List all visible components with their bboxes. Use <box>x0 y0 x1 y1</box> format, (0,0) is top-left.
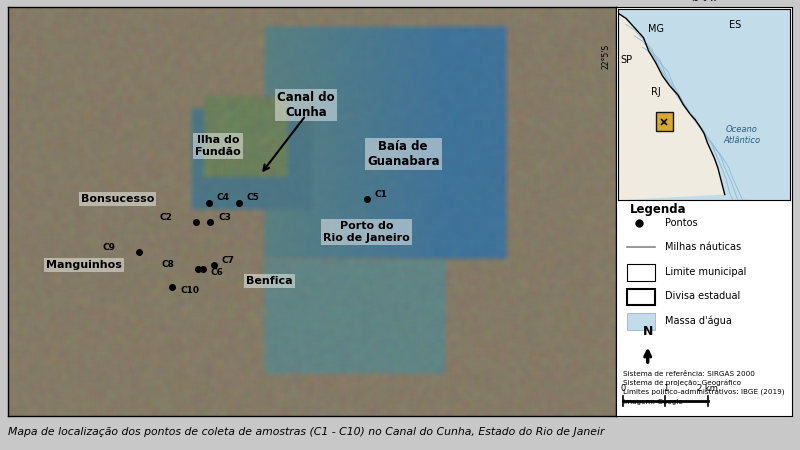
Text: Benfica: Benfica <box>246 276 293 286</box>
Text: N: N <box>642 325 653 338</box>
Text: C7: C7 <box>222 256 234 265</box>
Text: Divisa estadual: Divisa estadual <box>666 291 741 301</box>
Text: 43°15'W: 43°15'W <box>171 0 216 2</box>
Polygon shape <box>618 13 725 200</box>
Text: RJ: RJ <box>650 87 661 97</box>
Text: Canal do
Cunha: Canal do Cunha <box>277 91 334 119</box>
Text: C10: C10 <box>180 286 199 295</box>
Text: C3: C3 <box>218 213 231 222</box>
Text: C1: C1 <box>374 190 387 199</box>
Text: MG: MG <box>648 24 664 34</box>
Text: Milhas náuticas: Milhas náuticas <box>666 242 742 252</box>
Bar <box>656 112 673 131</box>
Text: 0: 0 <box>621 384 626 393</box>
Text: C6: C6 <box>210 268 223 277</box>
Text: Sistema de referência: SIRGAS 2000
Sistema de projeção: Geográfico
Limites polít: Sistema de referência: SIRGAS 2000 Siste… <box>623 371 785 405</box>
Text: C5: C5 <box>247 193 260 202</box>
Text: 1: 1 <box>662 384 668 393</box>
Text: Ilha do
Fundão: Ilha do Fundão <box>195 135 241 157</box>
Bar <box>626 314 654 330</box>
Bar <box>626 289 654 305</box>
Text: 43°12'W: 43°12'W <box>372 0 417 2</box>
Text: Mapa de localização dos pontos de coleta de amostras (C1 - C10) no Canal do Cunh: Mapa de localização dos pontos de coleta… <box>8 428 605 437</box>
Text: C2: C2 <box>159 213 172 222</box>
Text: 43°0'W: 43°0'W <box>690 0 718 3</box>
Text: C8: C8 <box>162 260 174 269</box>
Text: 2 km: 2 km <box>697 384 718 393</box>
Text: Pontos: Pontos <box>666 217 698 228</box>
Text: Massa d'água: Massa d'água <box>666 315 732 326</box>
Text: Oceano
Atlântico: Oceano Atlântico <box>723 125 761 145</box>
Text: Limite municipal: Limite municipal <box>666 267 746 277</box>
Text: ES: ES <box>729 20 742 30</box>
Text: C9: C9 <box>102 243 116 252</box>
Text: 22°5'S: 22°5'S <box>602 44 610 69</box>
Bar <box>626 264 654 281</box>
Text: SP: SP <box>620 54 632 64</box>
Text: Bonsucesso: Bonsucesso <box>81 194 154 204</box>
Text: Legenda: Legenda <box>630 203 686 216</box>
Text: C4: C4 <box>217 193 230 202</box>
Text: Baía de
Guanabara: Baía de Guanabara <box>367 140 439 168</box>
Text: Manguinhos: Manguinhos <box>46 260 122 270</box>
Text: Porto do
Rio de Janeiro: Porto do Rio de Janeiro <box>323 221 410 243</box>
